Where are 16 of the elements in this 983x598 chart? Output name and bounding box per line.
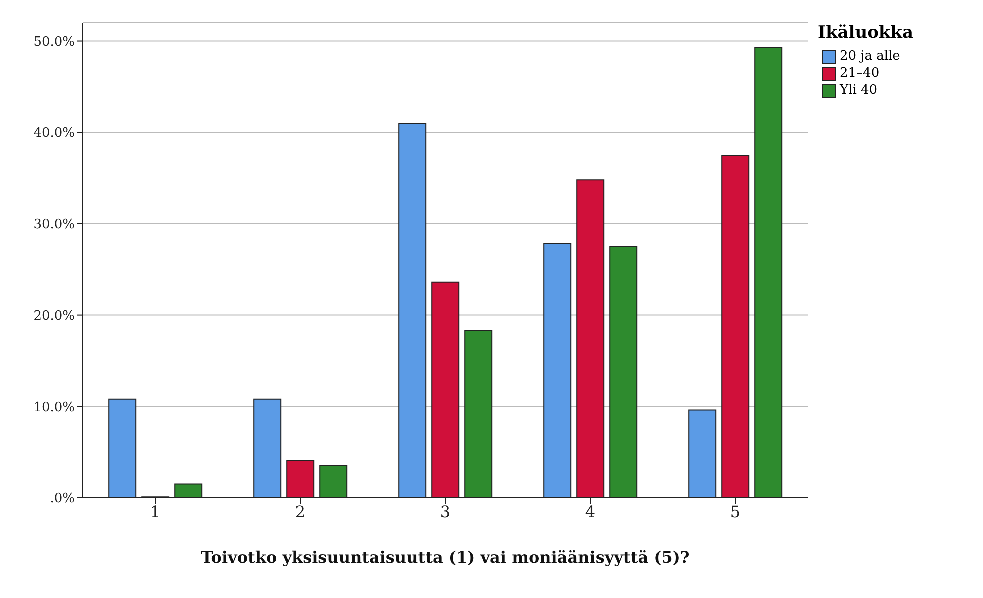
x-tick-label: 3	[440, 502, 451, 522]
x-tick-label: 1	[150, 502, 161, 522]
legend-title: Ikäluokka	[818, 23, 914, 43]
legend-label: 20 ja alle	[839, 49, 902, 64]
y-tick-label: 50.0%	[34, 34, 75, 50]
y-tick-label: 40.0%	[34, 126, 75, 142]
legend-label: Yli 40	[838, 83, 879, 98]
x-axis-title: Toivotko yksisuuntaisuutta (1) vai moniäänisyyttä (5)?	[201, 548, 690, 567]
y-tick-label: .0%	[50, 492, 75, 507]
x-tick-label: 4	[585, 502, 596, 522]
y-tick-label: 10.0%	[34, 400, 75, 416]
legend-label: 21–40	[839, 66, 881, 81]
y-tick-label: 30.0%	[34, 218, 75, 233]
y-tick-label: 20.0%	[34, 308, 75, 324]
x-tick-label: 2	[295, 502, 306, 522]
x-tick-label: 5	[730, 502, 741, 522]
